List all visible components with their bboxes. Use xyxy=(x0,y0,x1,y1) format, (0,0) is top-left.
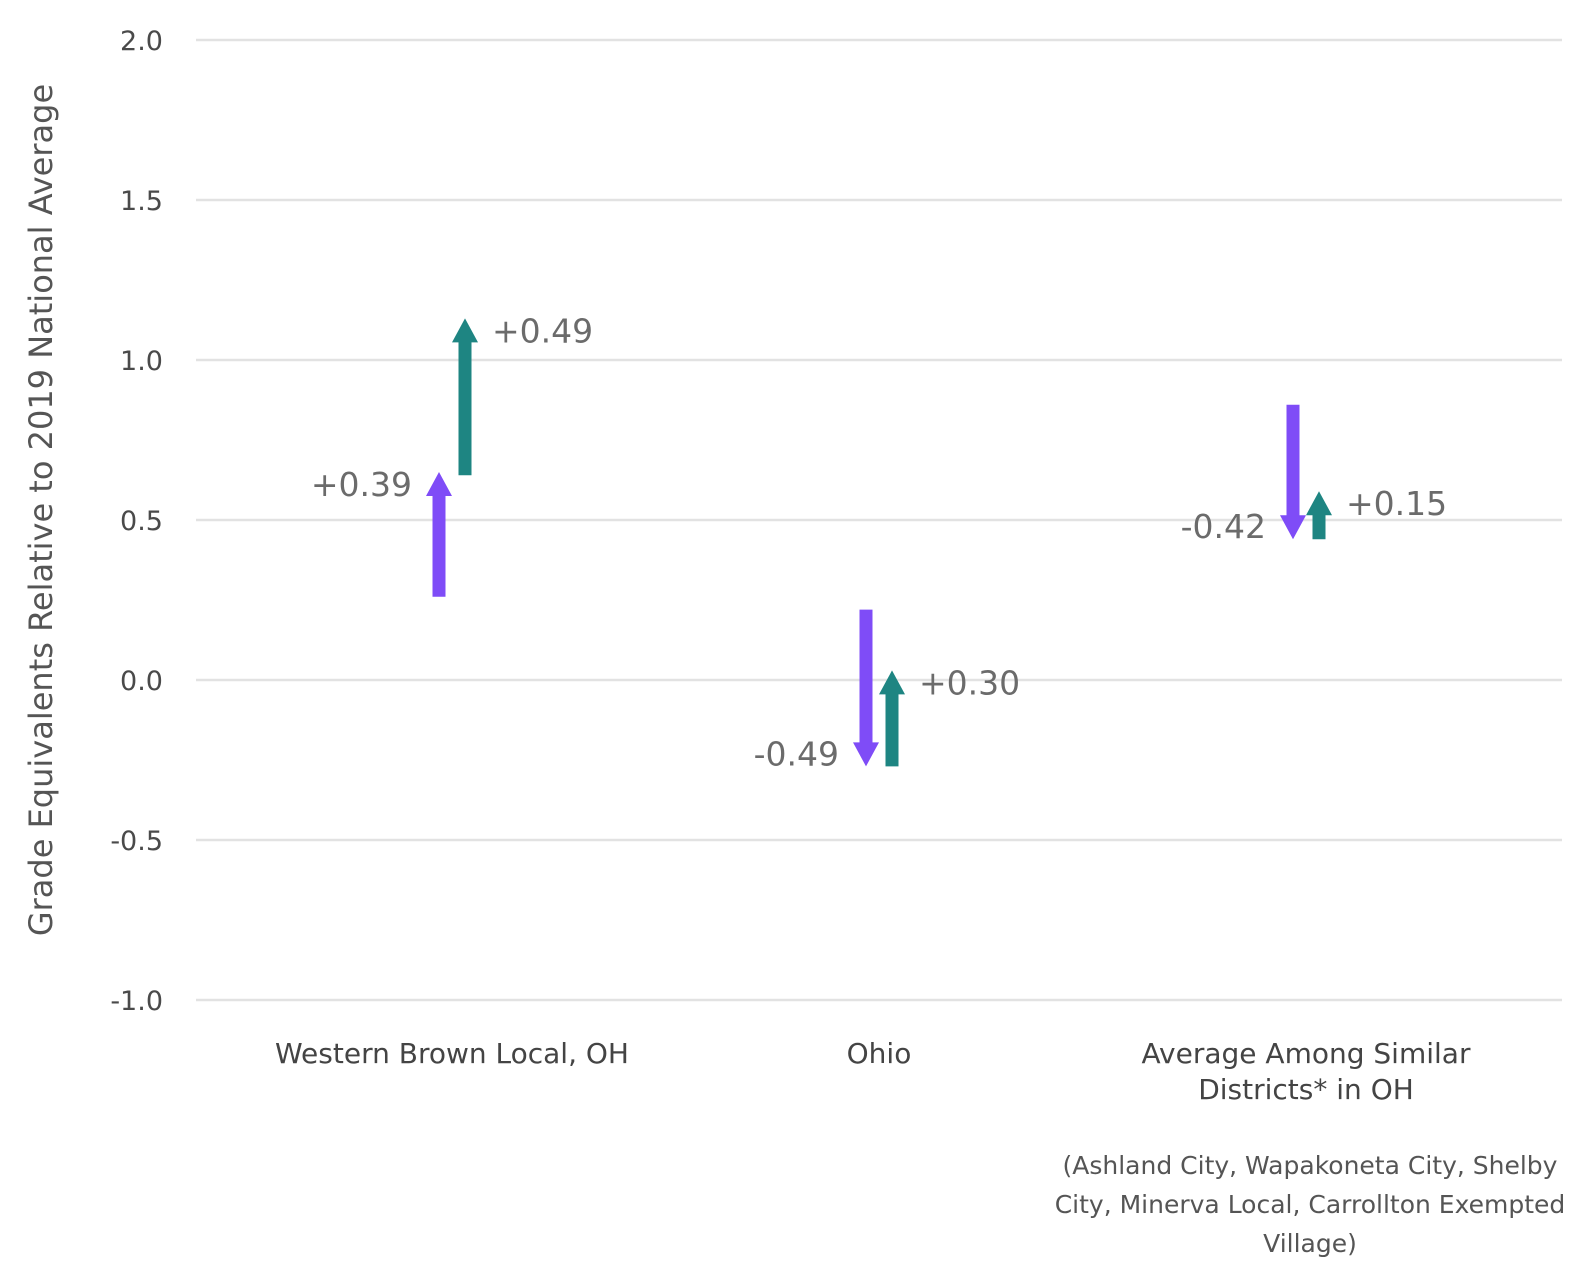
change-arrow xyxy=(879,670,905,767)
y-axis-label: Grade Equivalents Relative to 2019 Natio… xyxy=(22,84,60,936)
y-tick-label: 0.0 xyxy=(120,666,163,697)
change-arrow xyxy=(1306,491,1332,540)
y-tick-label: 1.5 xyxy=(120,186,163,217)
y-axis-ticks: 2.0 1.5 1.0 0.5 0.0 -0.5 -1.0 xyxy=(110,26,163,1017)
similar-districts-note: (Ashland City, Wapakoneta City, Shelby C… xyxy=(1054,1151,1566,1258)
change-arrow xyxy=(452,318,478,476)
y-tick-label: -1.0 xyxy=(110,986,163,1017)
change-arrow xyxy=(426,472,452,597)
change-arrow xyxy=(1280,404,1306,540)
change-arrow xyxy=(853,609,879,767)
arrow-data-label: +0.30 xyxy=(919,663,1020,702)
arrow-data-label: -0.42 xyxy=(1181,507,1266,546)
y-tick-label: 2.0 xyxy=(120,26,163,57)
arrows xyxy=(426,318,1332,767)
y-tick-label: 1.0 xyxy=(120,346,163,377)
arrow-data-label: +0.39 xyxy=(311,465,412,504)
x-category-label: Average Among Similar xyxy=(1142,1037,1471,1070)
x-category-label: Western Brown Local, OH xyxy=(275,1037,629,1070)
x-axis-categories: Western Brown Local, OH Ohio Average Among… xyxy=(275,1037,1471,1106)
arrow-data-label: -0.49 xyxy=(754,734,839,773)
y-tick-label: -0.5 xyxy=(110,826,163,857)
x-category-label: Districts* in OH xyxy=(1198,1073,1414,1106)
arrow-data-label: +0.15 xyxy=(1346,484,1447,523)
gridlines xyxy=(196,38,1562,1002)
y-tick-label: 0.5 xyxy=(120,506,163,537)
data-labels: +0.39 -0.49 -0.42 +0.49 +0.30 +0.15 xyxy=(311,311,1447,773)
x-category-label: Ohio xyxy=(847,1037,912,1070)
arrow-data-label: +0.49 xyxy=(492,311,593,350)
